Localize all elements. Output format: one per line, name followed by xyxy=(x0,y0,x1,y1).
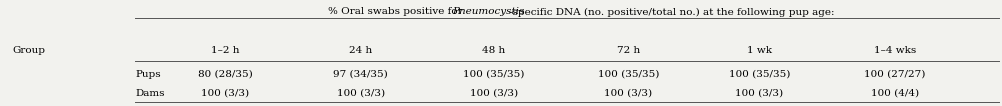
Text: 100 (35/35): 100 (35/35) xyxy=(728,70,791,79)
Text: 100 (27/27): 100 (27/27) xyxy=(864,70,926,79)
Text: 72 h: 72 h xyxy=(616,46,640,55)
Text: 48 h: 48 h xyxy=(482,46,506,55)
Text: 100 (3/3): 100 (3/3) xyxy=(604,89,652,98)
Text: 1 wk: 1 wk xyxy=(747,46,772,55)
Text: -specific DNA (no. positive/total no.) at the following pup age:: -specific DNA (no. positive/total no.) a… xyxy=(509,7,835,17)
Text: Group: Group xyxy=(12,46,45,55)
Text: 100 (35/35): 100 (35/35) xyxy=(597,70,659,79)
Text: Pups: Pups xyxy=(135,70,161,79)
Text: Pneumocystis: Pneumocystis xyxy=(452,7,524,16)
Text: 80 (28/35): 80 (28/35) xyxy=(198,70,253,79)
Text: % Oral swabs positive for: % Oral swabs positive for xyxy=(329,7,466,16)
Text: 100 (3/3): 100 (3/3) xyxy=(735,89,784,98)
Text: 100 (3/3): 100 (3/3) xyxy=(470,89,518,98)
Text: Dams: Dams xyxy=(135,89,164,98)
Text: 100 (3/3): 100 (3/3) xyxy=(201,89,249,98)
Text: 100 (3/3): 100 (3/3) xyxy=(337,89,385,98)
Text: 100 (4/4): 100 (4/4) xyxy=(871,89,919,98)
Text: 24 h: 24 h xyxy=(349,46,373,55)
Text: 100 (35/35): 100 (35/35) xyxy=(463,70,525,79)
Text: 1–2 h: 1–2 h xyxy=(211,46,239,55)
Text: 1–4 wks: 1–4 wks xyxy=(874,46,916,55)
Text: 97 (34/35): 97 (34/35) xyxy=(334,70,388,79)
